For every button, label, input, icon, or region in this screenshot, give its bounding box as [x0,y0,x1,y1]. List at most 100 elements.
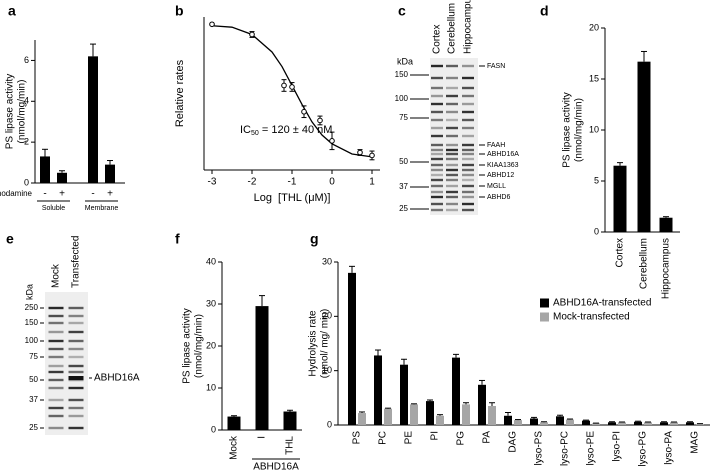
bar [634,421,642,425]
bar [436,415,444,425]
group-label: Membrane [85,205,119,212]
bar [40,156,50,183]
error-bar [427,399,433,402]
marker-label: 50 [29,375,38,384]
gel-band [431,184,443,188]
gel-band [431,94,443,98]
x-axis-label: Log [THL (μM)] [254,192,331,204]
bar [540,422,548,425]
marker-label: 50 [399,157,408,166]
gel-band [431,173,443,177]
bar [618,422,626,425]
gel-band [462,94,474,98]
y-tick-label: 0 [24,177,29,187]
gel-band [462,168,474,172]
band-label: MGLL [487,183,506,190]
error-bar [359,411,365,414]
gel-band [462,195,474,199]
gel-band [68,406,84,410]
gel-band [431,86,443,90]
error-bar [479,379,485,385]
bar [696,423,704,425]
gel-band [68,321,84,325]
y-axis-label: Hydrolysis rate [308,310,319,377]
legend-label: Mock-transfected [553,312,630,323]
error-bar [107,160,113,165]
bar [478,384,486,425]
error-bar [583,419,589,421]
x-tick-label: Hippocampus [661,238,672,299]
error-bar [617,162,623,166]
gel-band [431,202,443,206]
y-axis-label: PS lipase activity [562,92,573,168]
legend-label: ABHD16A-transfected [553,298,651,309]
gel-band [48,306,64,310]
gel-band [446,76,458,80]
legend-swatch [540,312,549,322]
gel-band [68,426,84,430]
error-bar [375,349,381,356]
gel-band [446,110,458,114]
gel-band [446,178,458,182]
gel-band [431,102,443,106]
y-axis-label: (nmol/ mg/ min) [320,309,331,378]
unit-label: kDa [397,56,413,66]
bar [530,418,538,425]
data-point [249,31,255,38]
x-tick-label: -3 [208,177,217,188]
error-bar [531,416,537,419]
error-bar [489,402,495,406]
bar [637,61,651,232]
gel-band [68,370,84,374]
gel-band [446,168,458,172]
error-bar [411,403,417,405]
x-tick-label: I [257,436,268,439]
x-tick-label: MAG [690,431,701,454]
gel-band [446,102,458,106]
y-tick-label: 6 [24,55,29,65]
bar [374,355,382,425]
gel-band [462,102,474,106]
bar [608,422,616,425]
y-axis-label: (nmol/mg/min) [17,80,28,144]
data-point [281,82,287,89]
bar [426,401,434,425]
marker-label: 37 [29,395,38,404]
marker-label: 150 [395,70,409,79]
gel-band [431,152,443,156]
error-bar [349,265,355,273]
x-tick-label: Cortex [615,238,626,267]
error-bar [663,216,669,218]
gel-band [68,339,84,343]
marker-label: 100 [25,336,39,345]
gel-band [48,347,64,351]
gel-band [446,118,458,122]
gel-band [462,64,474,68]
bar [283,411,297,430]
gel-band [446,208,458,212]
x-tick-label: lyso-PA [664,431,675,465]
error-bar [541,421,547,423]
data-point [369,152,375,159]
x-tick-label: Mock [229,435,240,460]
marker-label: 25 [29,423,38,432]
gel [45,292,88,435]
gel-band [48,398,64,402]
bar [504,415,512,425]
x-tick-label: THL [285,436,296,455]
gel-band [431,134,443,138]
bar [57,172,67,183]
x-tick-label: 1 [369,177,375,188]
gel-band [431,118,443,122]
gel-band [431,110,443,114]
error-bar [505,412,511,416]
gel-band [462,152,474,156]
data-point [289,84,295,90]
gel-band [462,163,474,167]
data-point [317,117,323,124]
error-bar [515,419,521,421]
bar [452,357,460,425]
bar [556,416,564,425]
error-bar [287,409,293,412]
